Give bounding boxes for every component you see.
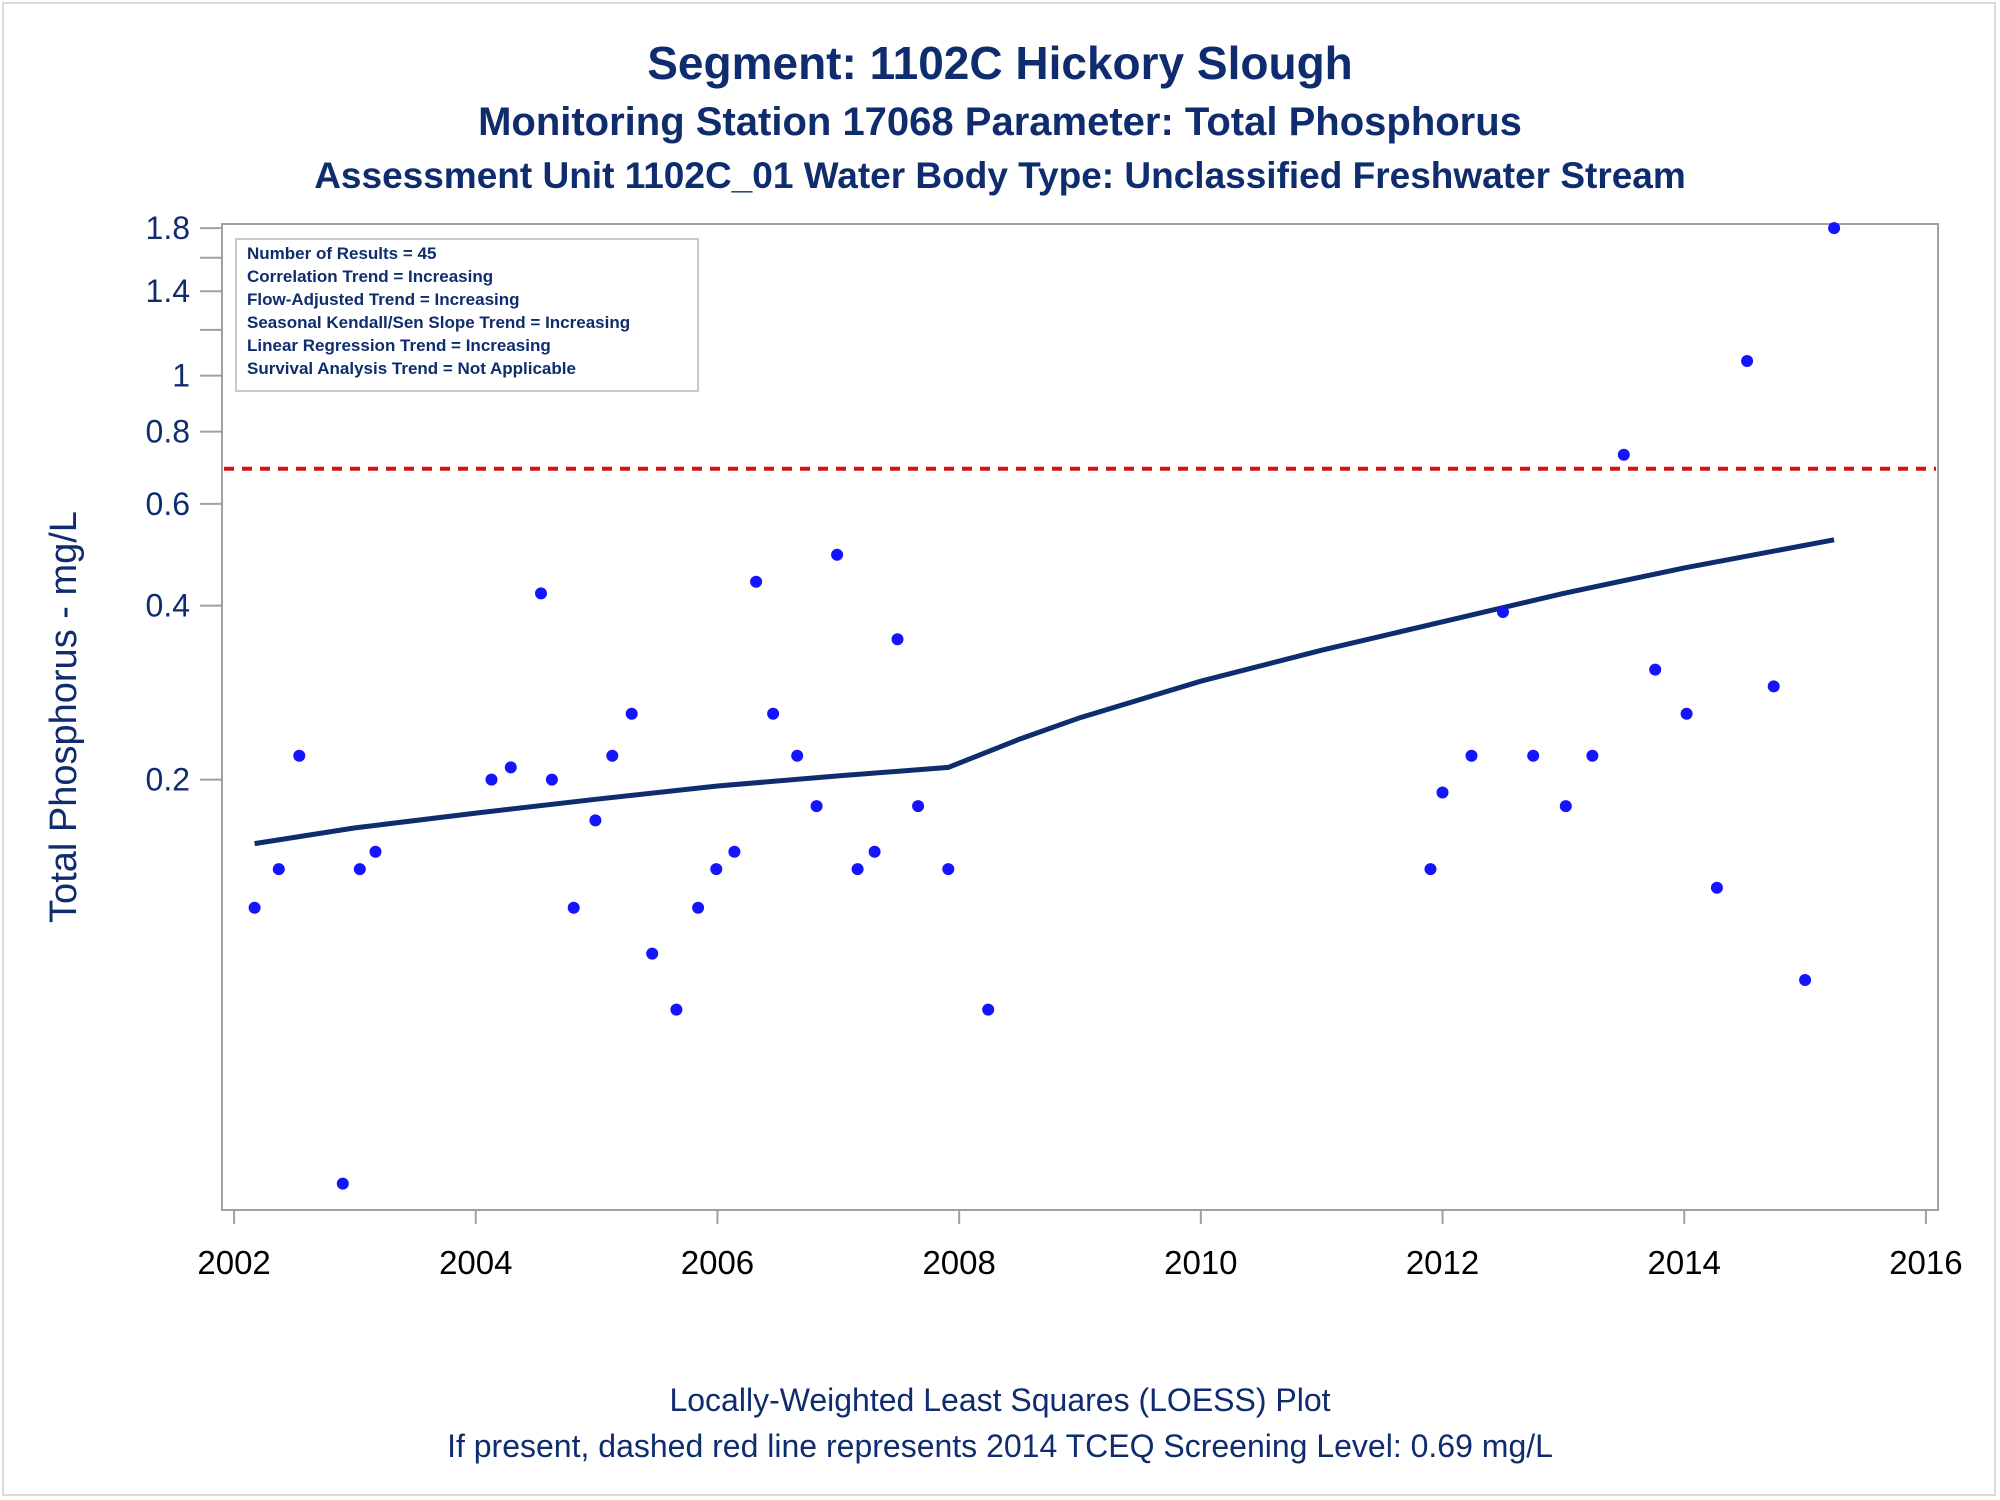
data-point — [670, 1003, 683, 1016]
x-tick-label: 2006 — [681, 1244, 754, 1281]
data-point — [1436, 786, 1449, 799]
data-point — [1527, 749, 1540, 762]
data-point — [1497, 606, 1509, 618]
data-point — [504, 761, 517, 774]
data-point — [589, 814, 602, 827]
data-point — [851, 863, 864, 876]
data-points — [248, 222, 1841, 1190]
data-point — [625, 707, 638, 720]
data-point — [1586, 749, 1599, 762]
y-tick-label: 1.8 — [146, 210, 190, 246]
data-point — [1799, 974, 1812, 986]
data-point — [692, 901, 705, 914]
data-point — [942, 863, 955, 876]
x-axis: 2002 2004 2006 2008 2010 2012 2014 2016 — [197, 1210, 1963, 1281]
data-point — [982, 1003, 995, 1016]
plot-area-border — [221, 223, 1939, 1211]
trend-summary-line: Number of Results = 45 — [247, 244, 436, 263]
trend-summary-line: Seasonal Kendall/Sen Slope Trend = Incre… — [247, 313, 630, 332]
trend-summary-line: Flow-Adjusted Trend = Increasing — [247, 290, 520, 309]
data-point — [1424, 863, 1437, 876]
data-point — [1649, 663, 1662, 676]
y-axis: 0.2 0.4 0.6 0.8 1 1.4 1.8 — [146, 210, 222, 798]
footnote-loess: Locally-Weighted Least Squares (LOESS) P… — [669, 1382, 1331, 1418]
chart-subtitle-assessment-unit: Assessment Unit 1102C_01 Water Body Type… — [314, 155, 1686, 196]
data-point — [1741, 355, 1754, 367]
data-point — [831, 548, 844, 561]
x-tick-label: 2004 — [439, 1244, 512, 1281]
data-point — [535, 587, 547, 600]
y-tick-label: 1.4 — [146, 273, 190, 309]
data-point — [369, 845, 382, 858]
data-point — [750, 575, 763, 588]
data-point — [606, 749, 619, 762]
data-point — [646, 947, 659, 960]
data-point — [1680, 707, 1693, 720]
data-point — [336, 1177, 349, 1190]
data-point — [545, 773, 558, 786]
x-tick-label: 2010 — [1164, 1244, 1237, 1281]
data-point — [728, 845, 741, 858]
data-point — [791, 749, 804, 762]
data-point — [810, 800, 823, 813]
y-tick-label: 1 — [172, 358, 190, 394]
data-point — [485, 773, 498, 786]
data-point — [248, 901, 261, 914]
data-point — [1617, 448, 1630, 461]
trend-summary-line: Linear Regression Trend = Increasing — [247, 336, 551, 355]
x-tick-label: 2002 — [197, 1244, 270, 1281]
x-tick-label: 2016 — [1889, 1244, 1962, 1281]
data-point — [353, 863, 366, 876]
x-tick-label: 2014 — [1648, 1244, 1721, 1281]
loess-trend-line — [254, 537, 1835, 847]
data-point — [1465, 749, 1478, 762]
trend-summary-line: Correlation Trend = Increasing — [247, 267, 493, 286]
data-point — [1559, 800, 1572, 813]
data-point — [567, 901, 580, 914]
y-axis-label: Total Phosphorus - mg/L — [43, 511, 85, 923]
data-point — [767, 707, 780, 720]
data-point — [272, 863, 285, 876]
data-point — [1767, 680, 1780, 693]
chart-title: Segment: 1102C Hickory Slough — [647, 37, 1353, 89]
data-point — [912, 800, 925, 813]
y-tick-label: 0.2 — [146, 762, 190, 798]
data-point — [891, 633, 904, 646]
y-tick-label: 0.4 — [146, 588, 190, 624]
data-point — [868, 845, 881, 858]
y-tick-label: 0.6 — [146, 486, 190, 522]
trend-summary-border — [235, 238, 699, 392]
data-point — [710, 863, 723, 876]
data-point — [293, 749, 306, 762]
y-tick-label: 0.8 — [146, 414, 190, 450]
data-point — [1828, 222, 1841, 235]
data-point — [1710, 881, 1723, 894]
x-tick-label: 2008 — [922, 1244, 995, 1281]
trend-summary-box: Number of Results = 45 Correlation Trend … — [235, 238, 699, 392]
x-tick-label: 2012 — [1406, 1244, 1479, 1281]
chart-subtitle-station: Monitoring Station 17068 Parameter: Tota… — [478, 100, 1522, 144]
trend-summary-line: Survival Analysis Trend = Not Applicable — [247, 359, 576, 378]
footnote-screening-level: If present, dashed red line represents 2… — [447, 1428, 1553, 1464]
